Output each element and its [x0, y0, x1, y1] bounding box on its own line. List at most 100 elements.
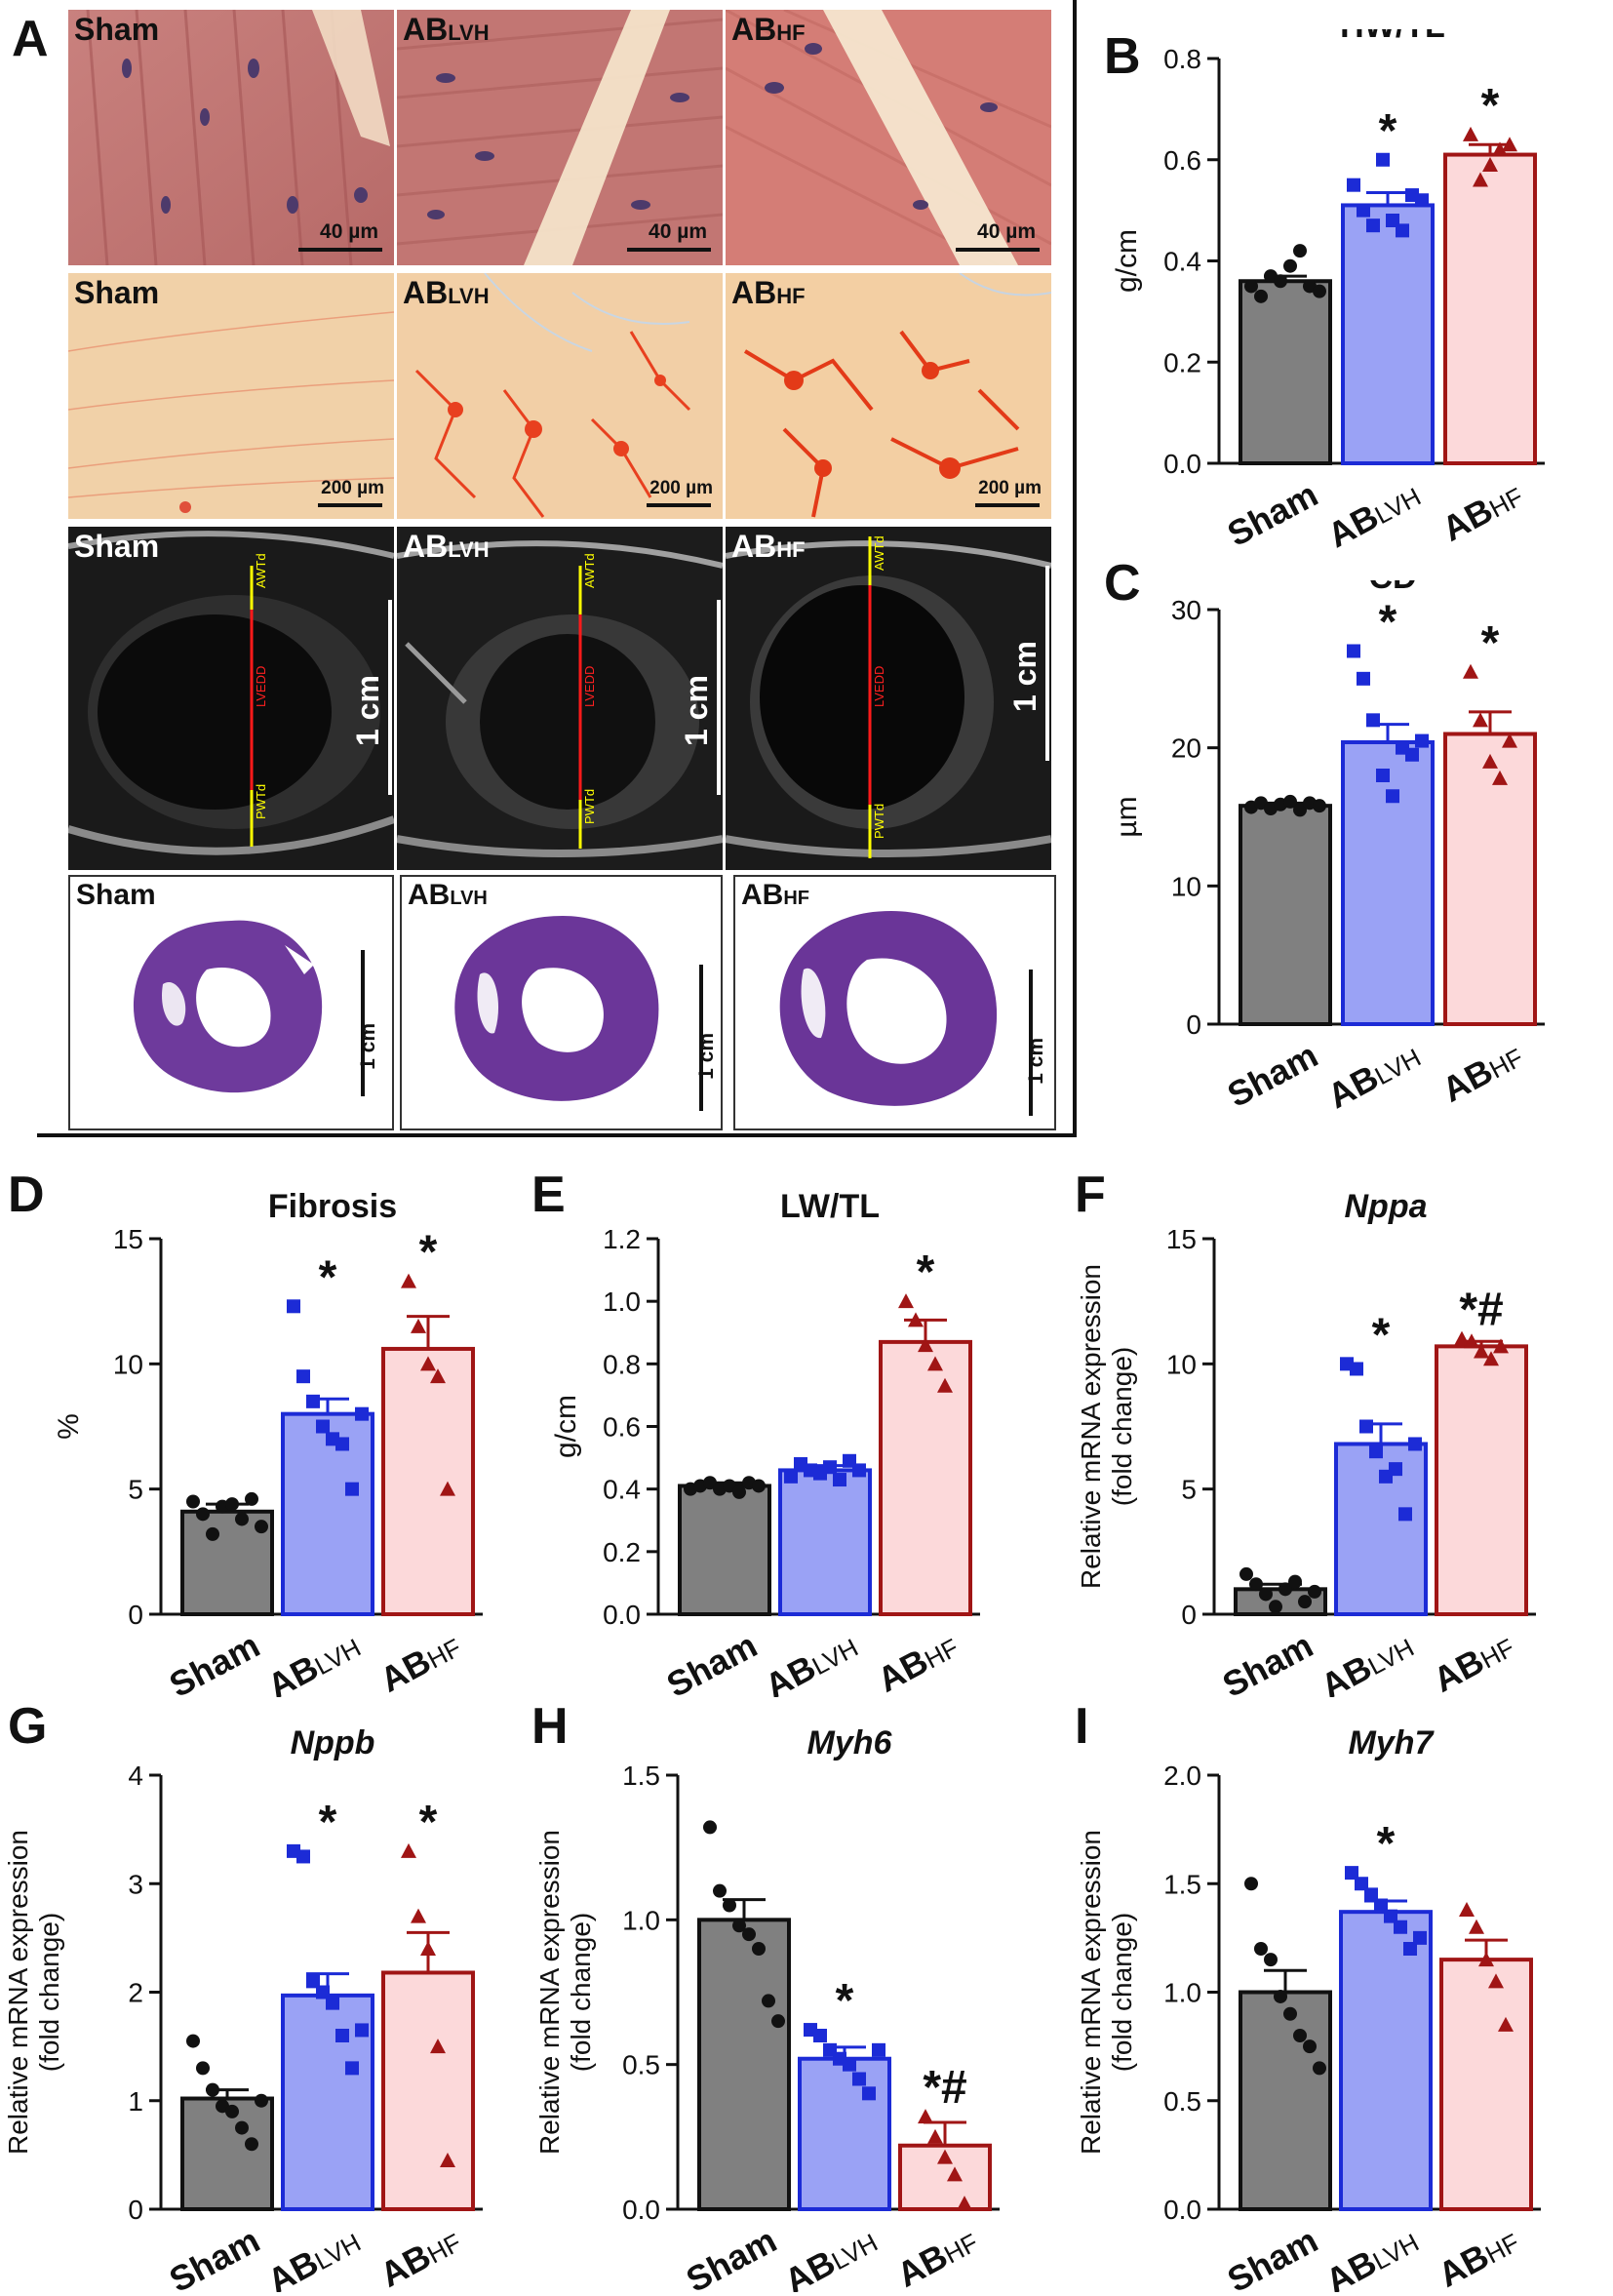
sirius-scale-bar-sham [318, 503, 382, 507]
panel-letter-b: B [1104, 28, 1141, 85]
data-point [937, 2149, 953, 2164]
data-point [1283, 794, 1297, 809]
category-label: ABLVH [1321, 474, 1427, 555]
data-point [420, 1356, 436, 1371]
echo-awtd-abhf: AWTd [872, 535, 886, 571]
data-point [1254, 1942, 1268, 1956]
data-point [420, 1941, 436, 1956]
he-scale-text-ablvh: 40 µm [649, 220, 707, 243]
significance-marker: * [1481, 617, 1500, 669]
data-point [1493, 1338, 1509, 1354]
data-point [345, 2061, 359, 2076]
sirius-label-ablvh: ABLVH [403, 275, 490, 310]
significance-marker: * [1379, 105, 1397, 157]
y-tick-label: 0.4 [603, 1475, 641, 1505]
data-point [1313, 799, 1326, 813]
category-label: Sham [1221, 1035, 1324, 1115]
echo-image-ablvh: AWTd LVEDD PWTd 1 cm ABLVH [397, 527, 723, 870]
data-point [245, 2137, 258, 2152]
he-scale-bar-abhf [956, 248, 1040, 252]
data-point [1459, 1901, 1475, 1917]
data-point [723, 1898, 736, 1913]
y-tick-label: 0.5 [622, 2050, 660, 2080]
data-point [1283, 258, 1297, 273]
bar-ablvh [1339, 1910, 1433, 2212]
sirius-image-sham: Sham 200 µm [68, 273, 394, 519]
y-axis-label: Relative mRNA expression [3, 1830, 33, 2155]
panel-letter-a: A [12, 11, 49, 67]
chart-title: Myh6 [807, 1724, 893, 1762]
y-axis-label: g/cm [550, 1395, 582, 1458]
y-tick-label: 1.0 [1163, 1978, 1201, 2008]
y-axis-label-2: (fold change) [566, 1913, 596, 2072]
category-label: ABLVH [778, 2220, 884, 2292]
data-point [1279, 1582, 1292, 1597]
data-point [235, 1512, 249, 1526]
data-point [1244, 279, 1258, 294]
y-tick-label: 4 [128, 1761, 143, 1791]
y-tick-label: 0 [128, 1600, 143, 1630]
significance-marker: * [836, 1975, 854, 2027]
y-tick-label: 1.0 [603, 1287, 641, 1317]
data-point [1347, 644, 1360, 658]
data-point [1502, 137, 1517, 152]
data-point [1482, 156, 1498, 172]
he-image-ablvh: ABLVH 40 µm [397, 10, 723, 265]
data-point [1389, 1462, 1402, 1477]
data-point [186, 2034, 200, 2048]
y-tick-label: 0.4 [1163, 247, 1201, 277]
significance-marker: * [419, 1797, 438, 1848]
chart-d-fibrosis: Fibrosis 0 5 10 15% Sham * ABLVH * ABHF [53, 1188, 483, 1697]
data-point [947, 2166, 963, 2182]
y-axis-label: g/cm [1111, 229, 1143, 293]
data-point [1473, 712, 1488, 728]
data-point [862, 2086, 876, 2101]
section-scale-bar-abhf [1029, 970, 1033, 1116]
echo-awtd-ablvh: AWTd [582, 553, 597, 588]
panel-letter-d: D [8, 1167, 45, 1223]
y-tick-label: 1.0 [622, 1905, 660, 1935]
data-point [872, 2042, 885, 2057]
section-image-ablvh: ABLVH 1 cm [400, 875, 723, 1130]
category-label: Sham [680, 2220, 783, 2292]
significance-marker: * [319, 1797, 337, 1848]
y-tick-label: 0 [1181, 1600, 1197, 1630]
data-point [225, 1497, 239, 1512]
data-point [1254, 289, 1268, 303]
category-label: ABHF [374, 2220, 467, 2292]
data-point [401, 1273, 416, 1288]
y-tick-label: 0.0 [1163, 2195, 1201, 2225]
echo-awtd-sham: AWTd [254, 553, 268, 588]
data-point [1345, 1866, 1358, 1880]
data-point [957, 2196, 972, 2211]
data-point [1239, 1566, 1253, 1581]
echo-lvedd-abhf: LVEDD [872, 666, 886, 707]
data-point [1463, 126, 1478, 141]
data-point [918, 2109, 933, 2124]
y-axis-label-2: (fold change) [34, 1913, 64, 2072]
bar-ablvh [1341, 203, 1435, 465]
he-image-sham: Sham 40 µm [68, 10, 394, 265]
category-label: ABLVH [759, 1625, 864, 1697]
y-axis-label: µm [1111, 796, 1143, 837]
data-point [196, 2061, 210, 2076]
category-label: ABLVH [261, 2220, 367, 2292]
y-axis-label: Relative mRNA expression [1076, 1264, 1106, 1589]
chart-title: Fibrosis [268, 1188, 397, 1225]
sirius-scale-bar-ablvh [647, 503, 711, 507]
bar-sham [1239, 804, 1332, 1026]
data-point [296, 1369, 310, 1384]
data-point [908, 1312, 924, 1327]
chart-title: HW/TL [1340, 29, 1445, 45]
data-point [355, 1406, 369, 1421]
data-point [1492, 141, 1508, 157]
data-point [1376, 769, 1390, 782]
data-point [1298, 1595, 1312, 1609]
echo-scale-ablvh: 1 cm [679, 675, 714, 746]
data-point [1264, 1953, 1278, 1967]
section-scale-text-ablvh: 1 cm [695, 1033, 718, 1080]
data-point [1357, 671, 1370, 686]
data-point [306, 1394, 320, 1408]
data-point [1398, 1507, 1412, 1522]
data-point [723, 1479, 736, 1493]
